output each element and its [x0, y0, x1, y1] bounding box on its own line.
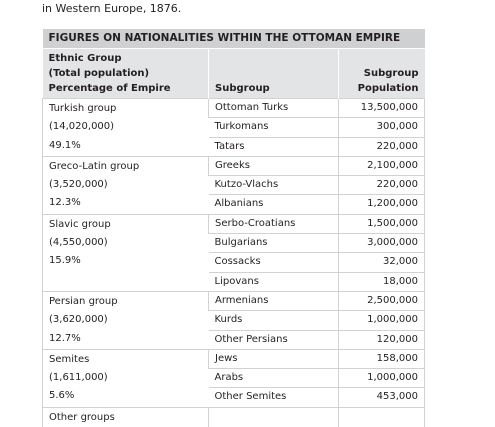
- header-line: Percentage of Empire: [49, 81, 203, 96]
- subgroup-name: Bulgarians: [209, 234, 339, 253]
- group-cell: Other groups: [43, 407, 209, 427]
- subgroup-name: Other Semites: [209, 388, 339, 407]
- subgroup-name: Armenians: [209, 291, 339, 310]
- group-cell: Semites(1,611,000)5.6%: [43, 349, 209, 407]
- subgroup-population: 3,000,000: [339, 234, 425, 253]
- subgroup-name: Kutzo-Vlachs: [209, 176, 339, 195]
- subgroup-name: Ottoman Turks: [209, 99, 339, 118]
- group-percent: 49.1%: [49, 137, 202, 155]
- subgroup-population: 2,100,000: [339, 156, 425, 175]
- group-total: (4,550,000): [49, 234, 202, 252]
- group-name: Semites: [49, 351, 202, 369]
- intro-text: in Western Europe, 1876.: [42, 2, 181, 15]
- empty-cell: [339, 407, 425, 427]
- subgroup-population: 1,000,000: [339, 311, 425, 330]
- subgroup-name: Kurds: [209, 311, 339, 330]
- subgroup-name: Tatars: [209, 137, 339, 156]
- group-percent: 5.6%: [49, 387, 202, 405]
- page: in Western Europe, 1876. FIGURES ON NATI…: [0, 0, 495, 400]
- header-line: (Total population): [49, 66, 203, 81]
- group-percent: 12.7%: [49, 330, 202, 348]
- group-name: Greco-Latin group: [49, 158, 202, 176]
- subgroup-name: Greeks: [209, 156, 339, 175]
- subgroup-population: 1,200,000: [339, 195, 425, 214]
- subgroup-population: 1,000,000: [339, 369, 425, 388]
- subgroup-name: Serbo-Croatians: [209, 214, 339, 233]
- group-name: Turkish group: [49, 100, 202, 118]
- subgroup-population: 120,000: [339, 330, 425, 349]
- table-title: FIGURES ON NATIONALITIES WITHIN THE OTTO…: [43, 29, 425, 49]
- subgroup-name: Turkomans: [209, 118, 339, 137]
- table-body: Turkish group(14,020,000)49.1%Ottoman Tu…: [43, 99, 425, 427]
- subgroup-population: 300,000: [339, 118, 425, 137]
- group-name: Other groups: [49, 409, 202, 427]
- subgroup-population: 2,500,000: [339, 291, 425, 310]
- empty-cell: [209, 407, 339, 427]
- subgroup-name: Arabs: [209, 369, 339, 388]
- header-line: Ethnic Group: [49, 51, 203, 66]
- subgroup-population: 32,000: [339, 253, 425, 272]
- group-name: Slavic group: [49, 216, 202, 234]
- subgroup-name: Lipovans: [209, 272, 339, 291]
- table-row: Turkish group(14,020,000)49.1%Ottoman Tu…: [43, 99, 425, 118]
- group-total: (3,620,000): [49, 311, 202, 329]
- subgroup-name: Albanians: [209, 195, 339, 214]
- header-line: Population: [345, 81, 419, 96]
- group-cell: Turkish group(14,020,000)49.1%: [43, 99, 209, 157]
- subgroup-name: Cossacks: [209, 253, 339, 272]
- subgroup-population: 13,500,000: [339, 99, 425, 118]
- subgroup-population: 220,000: [339, 137, 425, 156]
- group-percent: 12.3%: [49, 194, 202, 212]
- group-cell: Persian group(3,620,000)12.7%: [43, 291, 209, 349]
- subgroup-population: 453,000: [339, 388, 425, 407]
- group-total: (1,611,000): [49, 369, 202, 387]
- subgroup-name: Other Persians: [209, 330, 339, 349]
- subgroup-name: Jews: [209, 349, 339, 368]
- table-row: Other groups: [43, 407, 425, 427]
- nationalities-table: FIGURES ON NATIONALITIES WITHIN THE OTTO…: [42, 29, 425, 427]
- header-group: Ethnic Group(Total population)Percentage…: [43, 49, 209, 99]
- group-total: (14,020,000): [49, 118, 202, 136]
- group-percent: 15.9%: [49, 252, 202, 270]
- group-total: (3,520,000): [49, 176, 202, 194]
- group-name: Persian group: [49, 293, 202, 311]
- group-cell: Greco-Latin group(3,520,000)12.3%: [43, 156, 209, 214]
- subgroup-population: 158,000: [339, 349, 425, 368]
- header-line: Subgroup: [345, 66, 419, 81]
- group-cell: Slavic group(4,550,000)15.9%: [43, 214, 209, 291]
- subgroup-population: 1,500,000: [339, 214, 425, 233]
- subgroup-population: 220,000: [339, 176, 425, 195]
- header-subgroup: Subgroup: [209, 49, 339, 99]
- subgroup-population: 18,000: [339, 272, 425, 291]
- table-row: Slavic group(4,550,000)15.9%Serbo-Croati…: [43, 214, 425, 233]
